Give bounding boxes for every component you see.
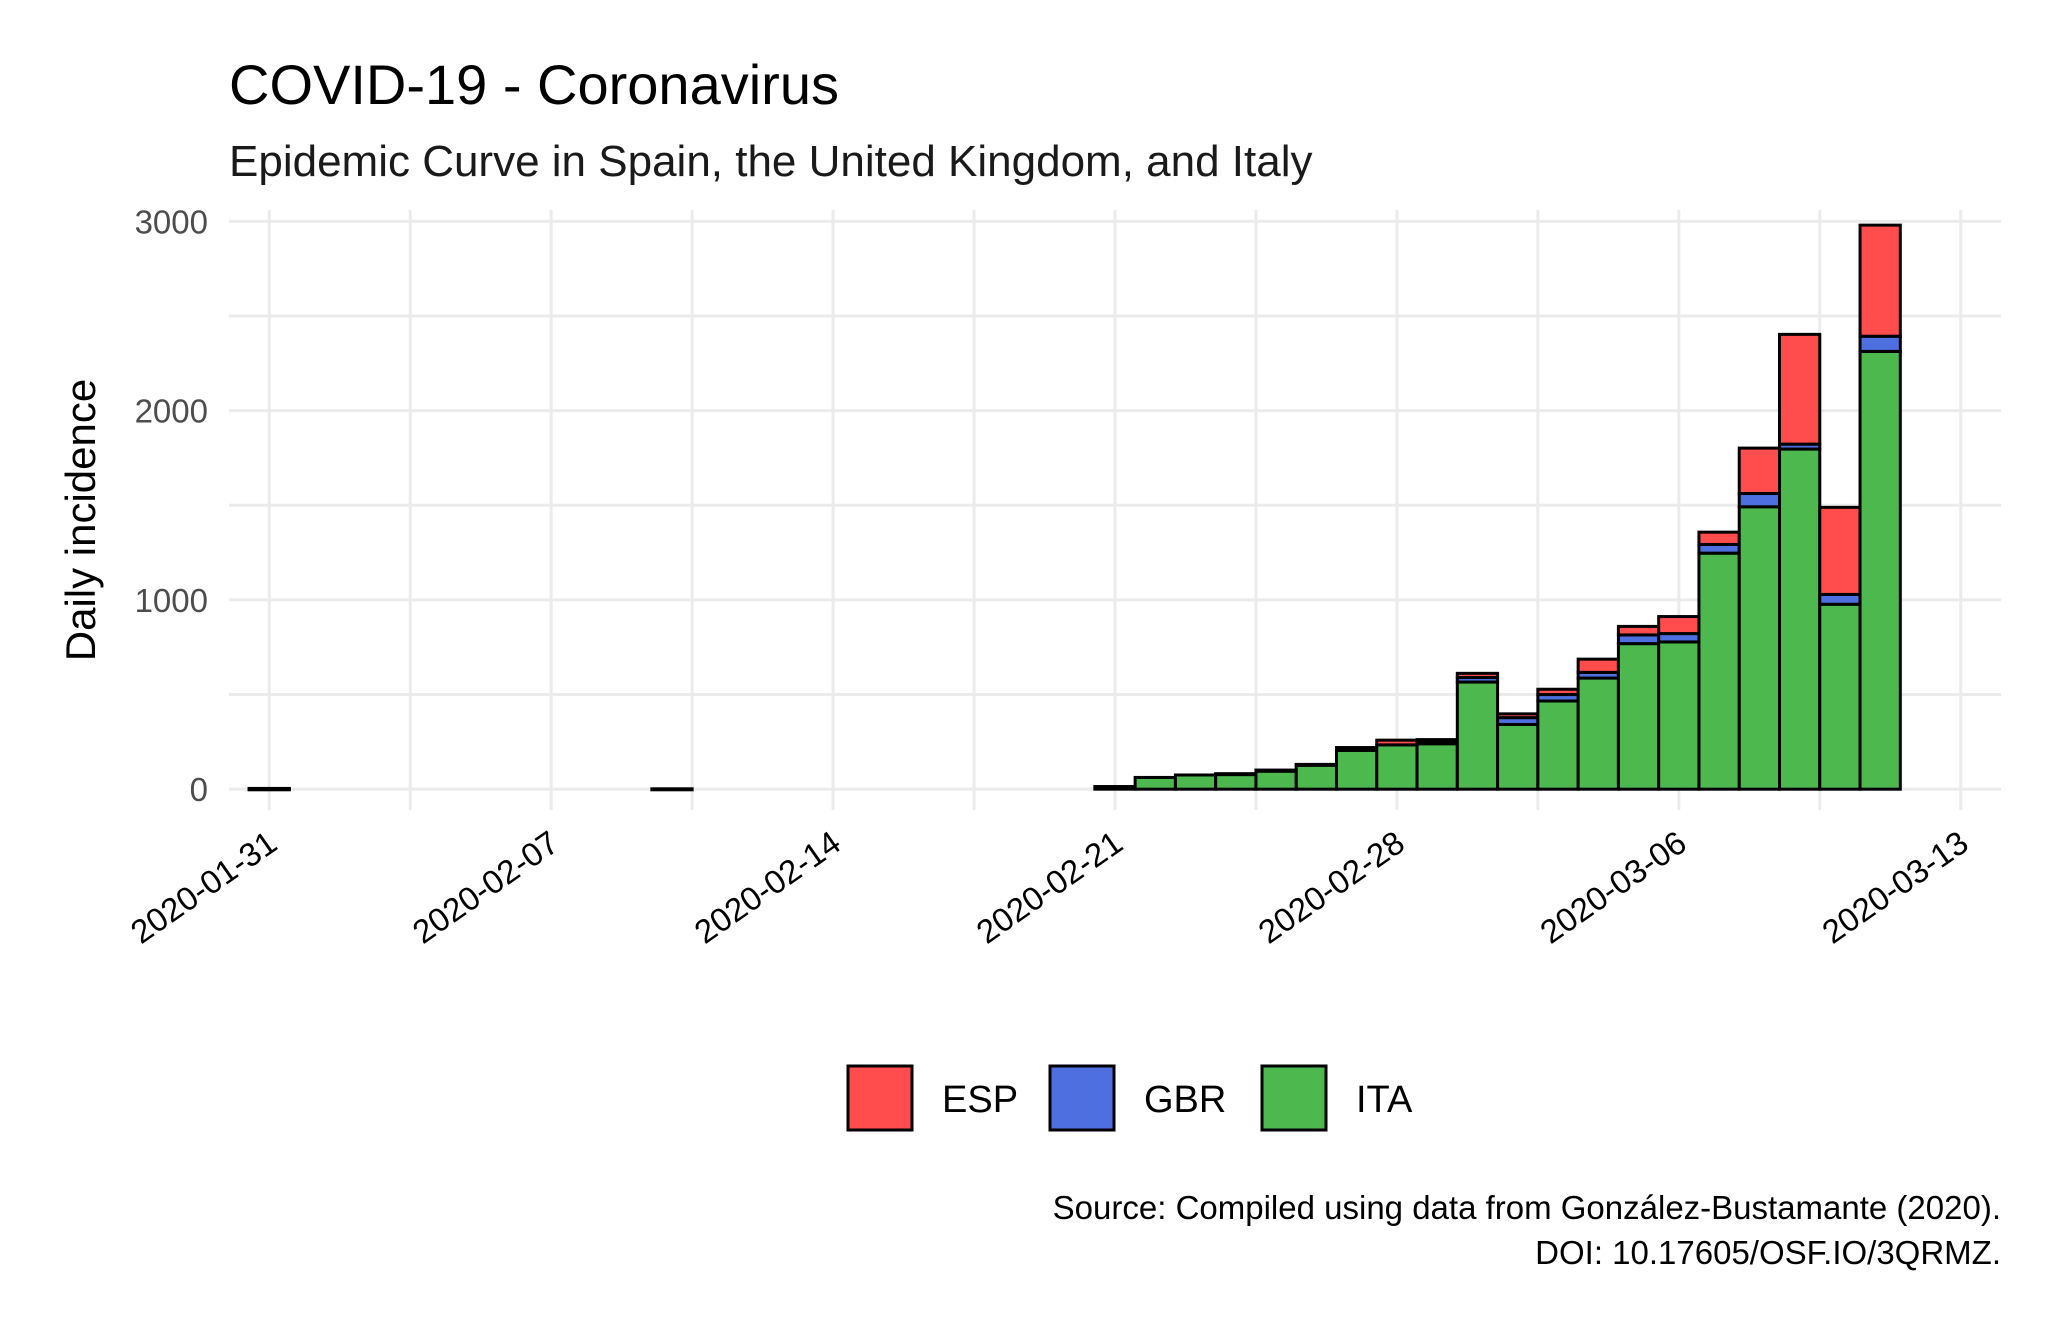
bar-esp — [1576, 657, 1620, 674]
legend-swatch-gbr — [1048, 1064, 1116, 1132]
bar-ita — [1616, 642, 1661, 791]
bar-esp — [1657, 615, 1701, 636]
grid — [229, 210, 2001, 810]
x-tick-label: 2020-02-21 — [970, 823, 1130, 950]
bar-esp — [1335, 746, 1379, 752]
y-axis-ticks: 0 1000 2000 3000 — [135, 203, 208, 808]
legend-label-ita: ITA — [1356, 1079, 1413, 1121]
bars — [247, 223, 1902, 792]
chart-subtitle: Epidemic Curve in Spain, the United King… — [229, 137, 1312, 186]
bar-ita — [1375, 743, 1419, 791]
bar-ita — [1536, 699, 1580, 791]
y-tick-label: 2000 — [135, 393, 208, 430]
legend-swatch-ita — [1260, 1064, 1328, 1132]
chart-title: COVID-19 - Coronavirus — [229, 53, 839, 116]
bar-esp — [1737, 446, 1782, 496]
bar-ita — [1657, 640, 1701, 791]
bar-ita — [1858, 349, 1902, 791]
source-caption: Source: Compiled using data from Gonzále… — [1053, 1189, 2001, 1226]
bar-ita — [1214, 772, 1258, 791]
x-tick-label: 2020-03-13 — [1815, 823, 1975, 950]
bar-esp — [1536, 687, 1580, 697]
bar-esp — [1858, 223, 1902, 338]
bar-ita — [1818, 602, 1862, 791]
bar-esp — [1415, 738, 1459, 743]
bar-esp — [1616, 624, 1661, 637]
bar-esp — [1818, 505, 1862, 596]
x-tick-label: 2020-02-07 — [406, 823, 566, 950]
y-axis-label: Daily incidence — [57, 379, 104, 661]
bar-esp — [1375, 738, 1419, 747]
legend-swatch-esp — [846, 1064, 914, 1132]
bar-ita — [1415, 742, 1459, 791]
bar-ita — [1576, 676, 1620, 791]
bar-ita — [1254, 769, 1298, 791]
y-tick-label: 0 — [190, 771, 208, 808]
bar-esp — [1254, 768, 1298, 773]
bar-ita — [1335, 748, 1379, 791]
x-tick-label: 2020-01-31 — [124, 823, 284, 950]
bar-esp — [1778, 332, 1822, 446]
bar-gbr — [247, 786, 291, 791]
bar-esp — [1294, 762, 1339, 767]
bar-ita — [1455, 680, 1500, 791]
legend-label-esp: ESP — [942, 1079, 1018, 1121]
bar-ita — [1093, 785, 1137, 791]
x-axis-ticks: 2020-01-31 2020-02-07 2020-02-14 2020-02-21… — [124, 823, 1975, 950]
bar-gbr — [1737, 492, 1782, 509]
bar-ita — [1778, 447, 1822, 791]
bar-ita — [1496, 722, 1540, 791]
y-tick-label: 1000 — [135, 582, 208, 619]
bar-ita — [1737, 505, 1782, 791]
bar-esp — [1214, 772, 1258, 777]
bar-ita — [1294, 763, 1339, 791]
bar-esp — [1455, 671, 1500, 680]
x-tick-label: 2020-02-14 — [688, 823, 848, 950]
bar-ita — [1697, 551, 1741, 791]
bar-ita — [1133, 775, 1177, 791]
doi-caption: DOI: 10.17605/OSF.IO/3QRMZ. — [1535, 1234, 2001, 1271]
x-tick-label: 2020-02-28 — [1251, 823, 1411, 950]
legend-label-gbr: GBR — [1144, 1079, 1226, 1121]
bar-esp — [1697, 530, 1741, 546]
bar-ita — [1173, 773, 1218, 791]
bar-esp — [1496, 712, 1540, 720]
legend: ESP GBR ITA — [846, 1064, 1413, 1132]
bar-gbr — [1858, 334, 1902, 353]
bar-gbr — [650, 787, 694, 792]
y-tick-label: 3000 — [135, 203, 208, 240]
x-tick-label: 2020-03-06 — [1533, 823, 1693, 950]
